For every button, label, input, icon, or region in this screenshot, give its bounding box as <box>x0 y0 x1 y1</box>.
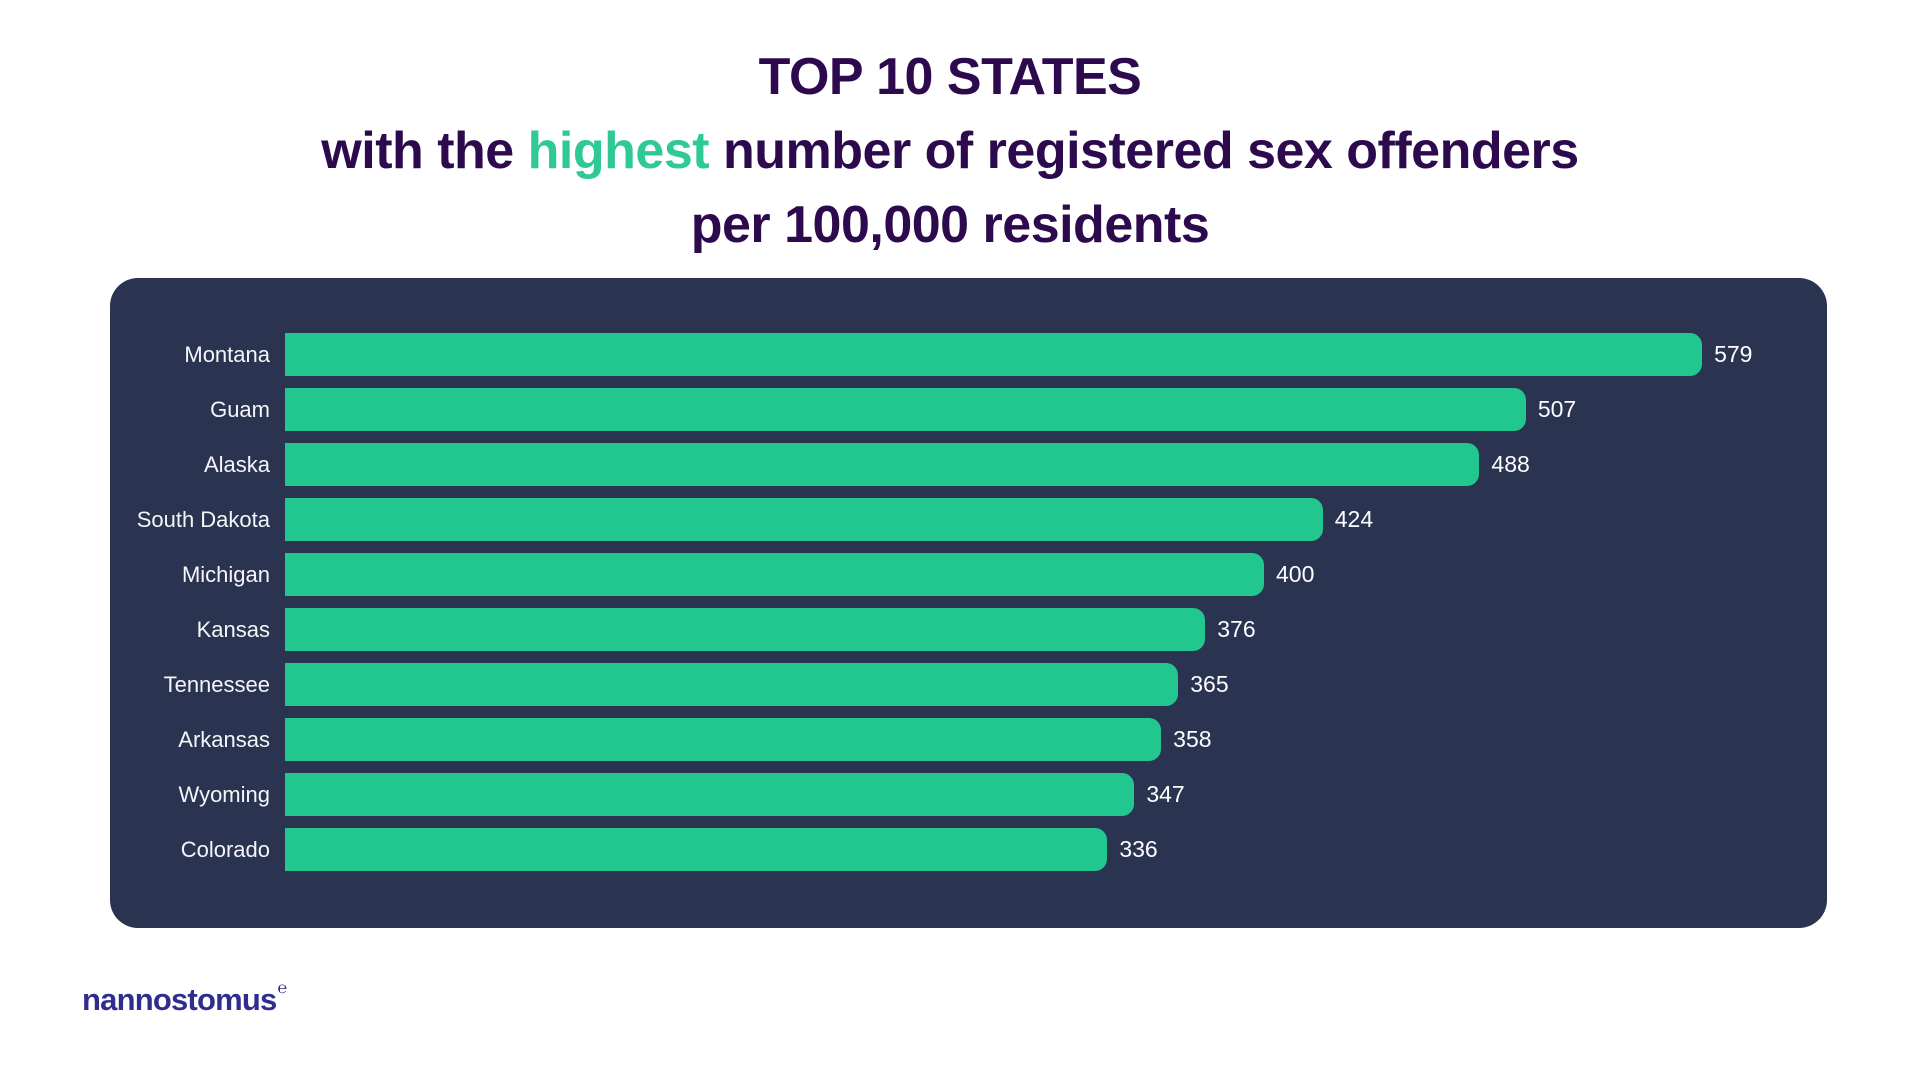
category-label: Arkansas <box>178 726 270 752</box>
bar <box>285 773 1135 816</box>
bar-row: Colorado 336 <box>110 822 1827 877</box>
value-label: 424 <box>1334 506 1374 532</box>
title-line-2-pre: with the <box>321 122 528 180</box>
bar-track: 376 <box>285 608 1827 651</box>
value-label: 376 <box>1217 616 1256 642</box>
value-label: 488 <box>1491 451 1530 477</box>
bar <box>285 828 1108 871</box>
bar-track: 358 <box>285 718 1827 761</box>
bar <box>285 608 1206 651</box>
value-label: 336 <box>1119 836 1158 862</box>
category-label: Kansas <box>196 616 270 642</box>
bar <box>285 388 1526 431</box>
bar-track: 347 <box>285 773 1827 816</box>
bar-track: 579 <box>285 333 1827 376</box>
category-label: Alaska <box>203 451 270 477</box>
chart-title: TOP 10 STATES with the highest number of… <box>0 0 1900 262</box>
value-label: 358 <box>1173 726 1212 752</box>
brand-mark-icon: ℮ <box>277 979 287 997</box>
bar-track: 507 <box>285 388 1827 431</box>
title-line-2: with the highest number of registered se… <box>0 114 1900 188</box>
bar <box>285 333 1703 376</box>
value-label: 347 <box>1146 781 1185 807</box>
category-label: Wyoming <box>178 781 271 807</box>
bar-track: 336 <box>285 828 1827 871</box>
value-label: 579 <box>1714 341 1753 367</box>
title-highlight-word: highest <box>527 122 710 180</box>
bar-row: Kansas 376 <box>110 602 1827 657</box>
category-label: Colorado <box>180 836 270 862</box>
bar-row: Tennessee 365 <box>110 657 1827 712</box>
bar <box>285 443 1480 486</box>
chart-panel: Montana 579 Guam 507 Alaska 488 South Dakota 42… <box>110 278 1827 928</box>
bar-track: 424 <box>285 498 1827 541</box>
brand-name: nannostomus <box>82 982 277 1017</box>
bar-track: 488 <box>285 443 1827 486</box>
bar <box>285 553 1265 596</box>
title-line-3: per 100,000 residents <box>690 196 1210 254</box>
category-label: Montana <box>184 341 270 367</box>
title-line-1: TOP 10 STATES <box>758 48 1142 106</box>
bar-row: Guam 507 <box>110 382 1827 437</box>
bar-row: Michigan 400 <box>110 547 1827 602</box>
bar-row: Wyoming 347 <box>110 767 1827 822</box>
value-label: 507 <box>1537 396 1577 422</box>
bar <box>285 663 1179 706</box>
value-label: 400 <box>1276 561 1315 587</box>
bar-row: Alaska 488 <box>110 437 1827 492</box>
bar <box>285 498 1323 541</box>
category-label: South Dakota <box>136 506 270 532</box>
bar-row: Arkansas 358 <box>110 712 1827 767</box>
bar <box>285 718 1162 761</box>
bar-row: Montana 579 <box>110 327 1827 382</box>
brand-logo: nannostomus℮ <box>82 979 287 1018</box>
bar-track: 365 <box>285 663 1827 706</box>
title-line-2-post: number of registered sex offenders <box>709 122 1579 180</box>
category-label: Tennessee <box>163 671 270 697</box>
value-label: 365 <box>1190 671 1229 697</box>
bar-chart: Montana 579 Guam 507 Alaska 488 South Dakota 42… <box>110 327 1827 877</box>
bar-track: 400 <box>285 553 1827 596</box>
category-label: Guam <box>210 396 270 422</box>
category-label: Michigan <box>181 561 270 587</box>
bar-row: South Dakota 424 <box>110 492 1827 547</box>
